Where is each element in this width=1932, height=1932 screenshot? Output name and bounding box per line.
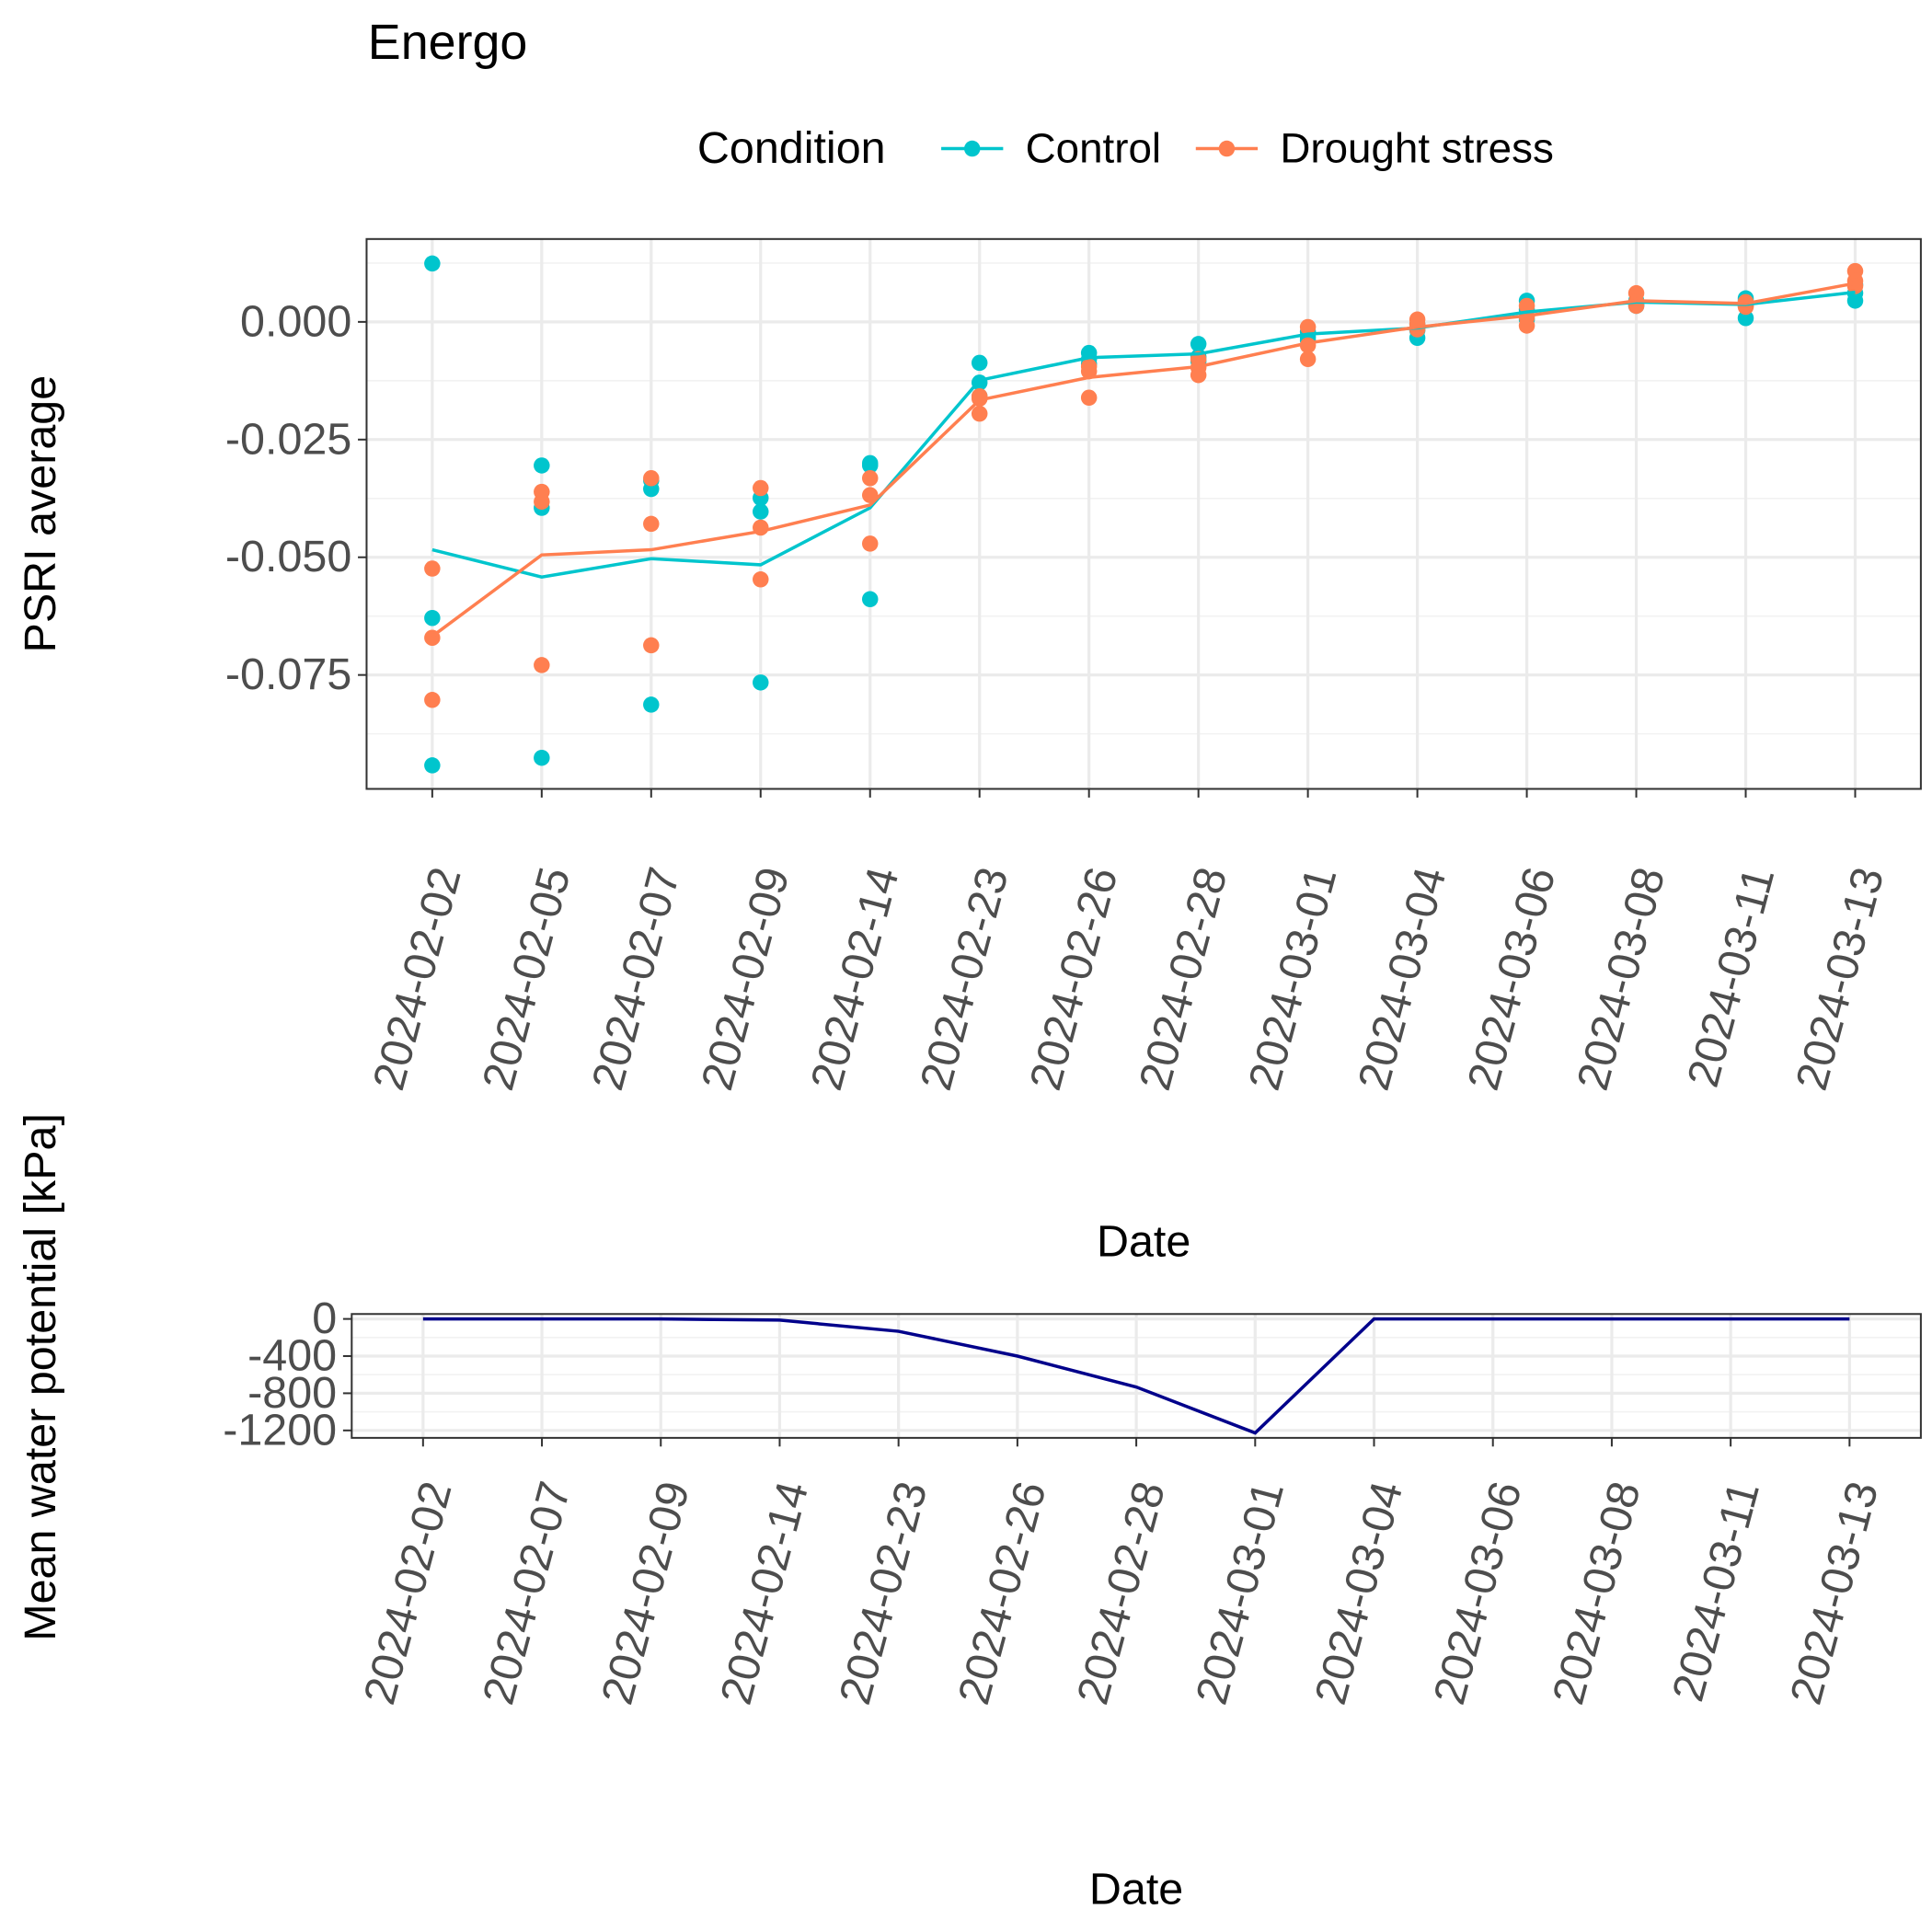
point <box>534 493 550 511</box>
point <box>424 609 441 627</box>
point <box>1299 318 1317 336</box>
point <box>534 457 550 474</box>
y-tick-label: -0.050 <box>225 532 351 581</box>
y-axis-label: PSRI average <box>16 375 65 653</box>
point <box>1737 310 1754 327</box>
panel <box>366 238 1921 789</box>
legend-key-point <box>1218 140 1236 157</box>
point <box>534 657 550 673</box>
point <box>424 692 441 708</box>
panel-border <box>365 237 1922 790</box>
panel-border <box>351 1313 1922 1439</box>
series-line <box>431 282 1856 638</box>
point <box>753 674 769 691</box>
point <box>643 696 660 713</box>
point <box>1299 351 1317 368</box>
point <box>1846 293 1864 309</box>
point <box>861 535 879 552</box>
x-axis-label: Date <box>1089 1865 1183 1915</box>
legend-key-point <box>963 140 981 157</box>
point <box>1190 366 1207 384</box>
point <box>971 405 988 422</box>
point <box>1518 317 1535 334</box>
y-tick-label: -0.025 <box>225 414 351 464</box>
point <box>643 637 660 654</box>
point <box>1190 336 1207 352</box>
chart-title: Energo <box>368 15 528 70</box>
point <box>643 470 660 487</box>
legend-title: Condition <box>697 123 886 173</box>
point <box>424 757 441 774</box>
x-axis-label: Date <box>1097 1217 1190 1267</box>
point <box>753 503 769 520</box>
legend-label: Drought stress <box>1280 124 1554 171</box>
series-line <box>422 1317 1850 1435</box>
y-tick-label: 0 <box>312 1294 337 1343</box>
legend-label: Control <box>1026 124 1161 171</box>
point <box>1080 362 1098 380</box>
point <box>753 571 769 588</box>
point <box>424 560 441 577</box>
point <box>424 255 441 272</box>
y-tick-label: -400 <box>247 1331 337 1381</box>
point <box>1846 278 1864 294</box>
point <box>971 354 988 372</box>
point <box>1080 389 1098 407</box>
point <box>753 479 769 497</box>
point <box>861 591 879 608</box>
point <box>861 470 879 487</box>
y-tick-label: -1200 <box>223 1405 337 1455</box>
point <box>534 749 550 766</box>
point <box>643 515 660 533</box>
y-tick-label: 0.000 <box>240 296 351 346</box>
point <box>861 457 879 474</box>
point <box>1518 297 1535 315</box>
y-tick-label: -800 <box>247 1368 337 1418</box>
y-tick-label: -0.075 <box>225 650 351 699</box>
y-axis-label: Mean water potential [kPa] <box>16 1113 65 1641</box>
